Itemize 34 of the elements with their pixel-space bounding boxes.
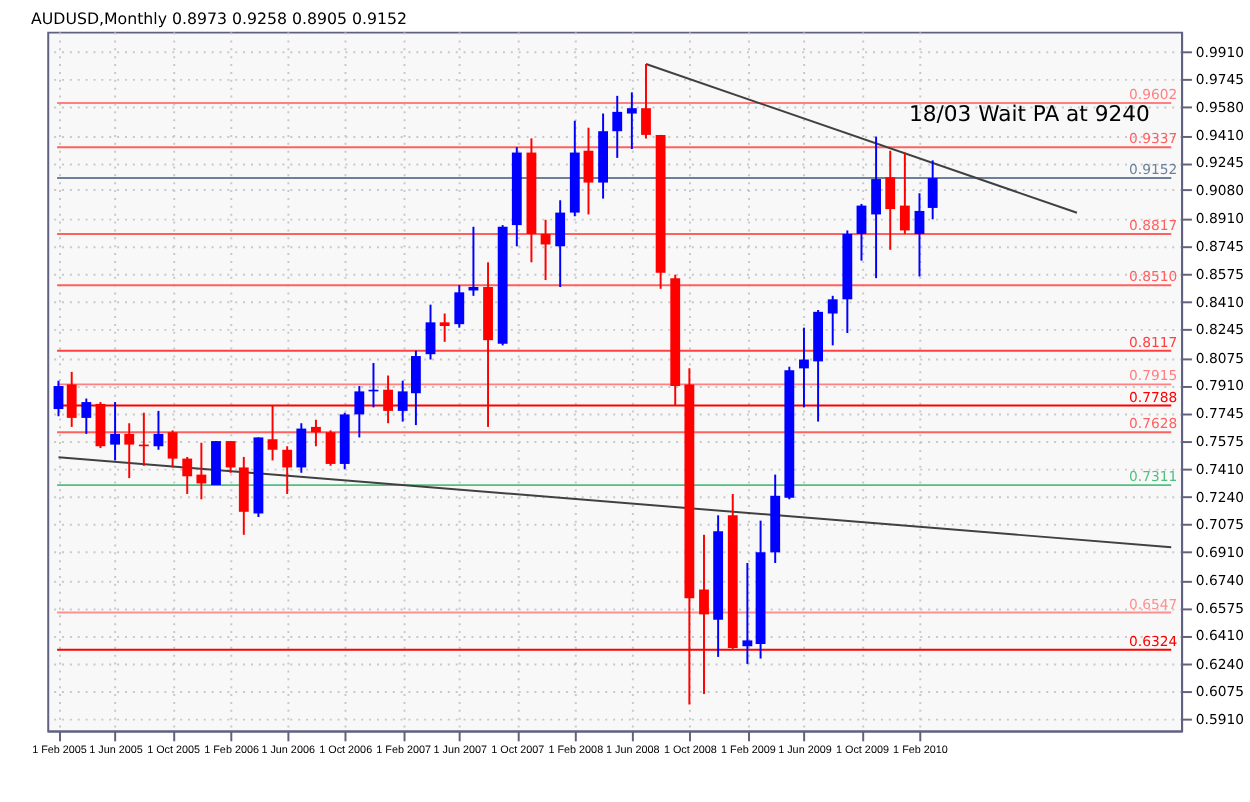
candlestick [296,422,307,474]
candlestick [53,379,64,418]
candlestick [182,455,193,495]
candlestick [167,429,178,469]
candlestick [439,312,450,343]
candlestick [311,418,321,448]
candlestick [742,562,753,665]
candlestick [927,159,938,221]
candlestick [555,199,566,288]
candlestick [225,440,236,474]
candlestick [238,455,249,536]
candlestick [871,135,882,280]
candlestick [196,441,207,501]
candlestick [626,91,637,151]
annotation: 18/03 Wait PA at 9240 [908,101,1150,128]
candlestick [899,151,910,235]
chart-title: AUDUSD,Monthly 0.8973 0.9258 0.8905 0.9152 [31,9,407,28]
candlestick [454,284,465,329]
candlestick [612,94,623,159]
candlestick [641,63,651,140]
candlestick [110,401,120,462]
candlestick [354,385,365,439]
candlestick [124,422,135,480]
candlestick [799,326,809,409]
candlestick [425,303,436,361]
candlestick [211,440,221,487]
candlestick [325,429,336,467]
candlestick [282,445,293,495]
candlestick [856,202,867,262]
candlestick [827,294,838,347]
candlestick [914,192,925,278]
candlestick [81,397,92,435]
candlestick [583,126,594,216]
candlestick [885,149,896,251]
